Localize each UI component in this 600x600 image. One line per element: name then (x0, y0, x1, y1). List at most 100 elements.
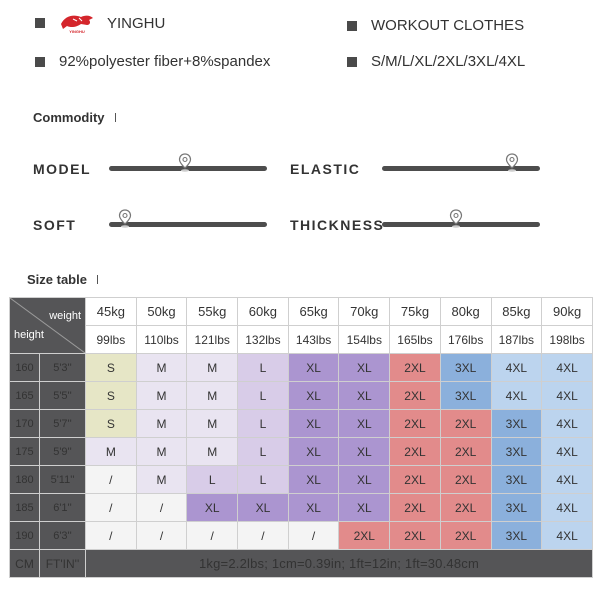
size-cell: 4XL (541, 493, 593, 522)
attribute-label: SOFT (33, 217, 77, 233)
size-cell: L (237, 353, 289, 382)
height-cm-cell: 190 (9, 521, 40, 550)
size-cell: XL (338, 437, 391, 466)
size-table-title: Size table (27, 272, 98, 287)
weight-lbs-header: 121lbs (186, 325, 239, 354)
size-cell: / (135, 493, 188, 522)
height-cm-cell: 165 (9, 381, 40, 410)
size-cell: XL (287, 437, 340, 466)
slider-track (382, 222, 540, 227)
slider-track (109, 222, 267, 227)
height-ft-cell: 5'3'' (39, 353, 86, 382)
size-cell: XL (287, 465, 340, 494)
weight-lbs-header: 187lbs (490, 325, 543, 354)
height-ft-cell: 6'1'' (39, 493, 86, 522)
size-cell: 3XL (490, 409, 543, 438)
height-cm-cell: 175 (9, 437, 40, 466)
height-cm-cell: 170 (9, 409, 40, 438)
size-cell: M (135, 381, 188, 410)
size-cell: XL (338, 353, 391, 382)
size-cell: 4XL (541, 353, 593, 382)
height-cm-cell: 160 (9, 353, 40, 382)
weight-kg-header: 90kg (541, 297, 593, 326)
footer-cm-label: CM (9, 549, 40, 578)
size-cell: XL (287, 409, 340, 438)
weight-lbs-header: 176lbs (439, 325, 492, 354)
size-cell: L (186, 465, 239, 494)
material-text: 92%polyester fiber+8%spandex (59, 53, 271, 70)
tiger-logo-icon: YINGHU (61, 15, 93, 34)
size-row: 180 5'11'' / M L L XL XL 2XL 2XL 3XL 4XL (9, 465, 593, 494)
size-cell: 2XL (439, 493, 492, 522)
size-cell: 2XL (389, 381, 441, 410)
size-cell: L (237, 409, 289, 438)
size-cell: M (186, 437, 239, 466)
attribute-soft: SOFT (33, 217, 76, 233)
height-ft-cell: 5'5'' (39, 381, 86, 410)
size-cell: M (186, 409, 239, 438)
weight-kg-header: 45kg (85, 297, 137, 326)
size-cell: XL (338, 381, 391, 410)
slider-location-pin-icon (178, 153, 192, 173)
slider-location-pin-icon (118, 209, 132, 229)
size-cell: M (135, 437, 188, 466)
weight-kg-header: 75kg (389, 297, 441, 326)
size-cell: 4XL (541, 381, 593, 410)
conversion-note: 1kg=2.2lbs; 1cm=0.39in; 1ft=12in; 1ft=30… (85, 549, 593, 578)
weight-kg-header: 50kg (135, 297, 188, 326)
size-cell: 2XL (439, 465, 492, 494)
height-header-label: height (14, 329, 44, 341)
size-row: 190 6'3'' / / / //2XL 2XL 2XL 3XL 4XL (9, 521, 593, 550)
size-cell: M (135, 409, 188, 438)
sizes-row: S/M/L/XL/2XL/3XL/4XL (347, 53, 525, 70)
size-cell: 2XL (389, 409, 441, 438)
weight-kg-header: 70kg (338, 297, 391, 326)
size-cell: 2XL (389, 521, 441, 550)
header-row-lbs: 99lbs 110lbs 121lbs 132lbs 143lbs 154lbs 165lb… (10, 325, 593, 354)
title-divider (114, 113, 116, 122)
size-cell: / (287, 521, 340, 550)
slider-track (382, 166, 540, 171)
footer-ft-label: FT'IN'' (39, 549, 86, 578)
size-table: weight height 45kg 50kg 55kg 60kg 65kg 70kg 75kg… (9, 297, 593, 578)
weight-kg-header: 65kg (287, 297, 340, 326)
size-cell: 3XL (490, 493, 543, 522)
size-cell: / (85, 465, 137, 494)
svg-text:YINGHU: YINGHU (69, 29, 85, 34)
footer-row: CM FT'IN'' 1kg=2.2lbs; 1cm=0.39in; 1ft=12i… (9, 549, 593, 578)
size-cell: M (186, 381, 239, 410)
height-ft-cell: 6'3'' (39, 521, 86, 550)
commodity-title-text: Commodity (33, 110, 105, 125)
size-cell: 2XL (439, 437, 492, 466)
corner-diagonal-line (10, 298, 85, 353)
sizes-text: S/M/L/XL/2XL/3XL/4XL (371, 53, 526, 70)
weight-kg-header: 80kg (439, 297, 492, 326)
size-row: 175 5'9'' M M M L XL XL 2XL 2XL 3XL 4XL (9, 437, 593, 466)
size-cell: L (237, 437, 289, 466)
size-cell: XL (237, 493, 289, 522)
bullet-square-icon (347, 20, 357, 31)
model-slider (109, 153, 267, 173)
bullet-square-icon (35, 56, 45, 67)
height-ft-cell: 5'9'' (39, 437, 86, 466)
size-row: 160 5'3'' S M M L XL XL 2XL 3XL 4XL 4XL (9, 353, 593, 382)
size-cell: 2XL (338, 521, 391, 550)
size-cell: XL (186, 493, 239, 522)
material-row: 92%polyester fiber+8%spandex (35, 53, 270, 70)
weight-kg-header: 60kg (237, 297, 289, 326)
size-row: 170 5'7'' S M M L XL XL 2XL 2XL 3XL 4XL (9, 409, 593, 438)
height-ft-cell: 5'11'' (39, 465, 86, 494)
height-cm-cell: 185 (9, 493, 40, 522)
size-cell: XL (287, 493, 340, 522)
size-cell: XL (287, 381, 340, 410)
size-cell: M (135, 353, 188, 382)
size-cell: 2XL (389, 437, 441, 466)
height-cm-cell: 180 (9, 465, 40, 494)
size-cell: XL (338, 465, 391, 494)
weight-lbs-header: 198lbs (541, 325, 593, 354)
size-cell: 4XL (541, 521, 593, 550)
size-cell: / (186, 521, 239, 550)
size-cell: 2XL (439, 409, 492, 438)
header-row-kg: weight height 45kg 50kg 55kg 60kg 65kg 70kg 75kg… (9, 297, 593, 354)
size-cell: / (135, 521, 188, 550)
